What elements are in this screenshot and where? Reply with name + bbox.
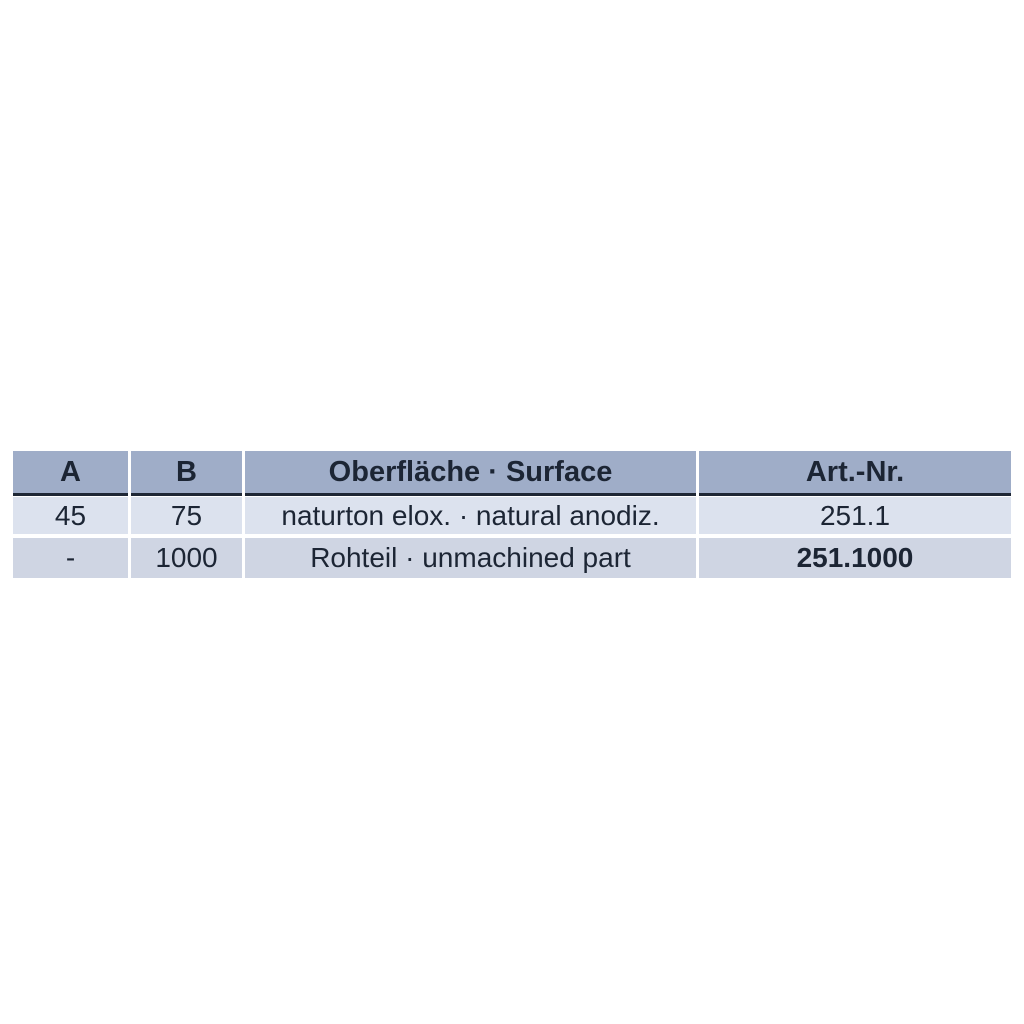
- header-cell-surface: Oberfläche · Surface: [245, 451, 696, 496]
- header-cell-b: B: [131, 451, 242, 496]
- cell-a: 45: [13, 497, 128, 534]
- cell-b: 75: [131, 497, 242, 534]
- cell-surface: naturton elox. · natural anodiz.: [245, 497, 696, 534]
- cell-art-nr: 251.1000: [699, 538, 1011, 578]
- table-header-row: A B Oberfläche · Surface Art.-Nr.: [13, 451, 1011, 496]
- table-row: 45 75 naturton elox. · natural anodiz. 2…: [13, 497, 1011, 534]
- table-row: - 1000 Rohteil · unmachined part 251.100…: [13, 538, 1011, 578]
- cell-surface: Rohteil · unmachined part: [245, 538, 696, 578]
- header-cell-art-nr: Art.-Nr.: [699, 451, 1011, 496]
- cell-b: 1000: [131, 538, 242, 578]
- product-table: A B Oberfläche · Surface Art.-Nr. 45 75 …: [13, 451, 1011, 578]
- cell-art-nr: 251.1: [699, 497, 1011, 534]
- header-cell-a: A: [13, 451, 128, 496]
- cell-a: -: [13, 538, 128, 578]
